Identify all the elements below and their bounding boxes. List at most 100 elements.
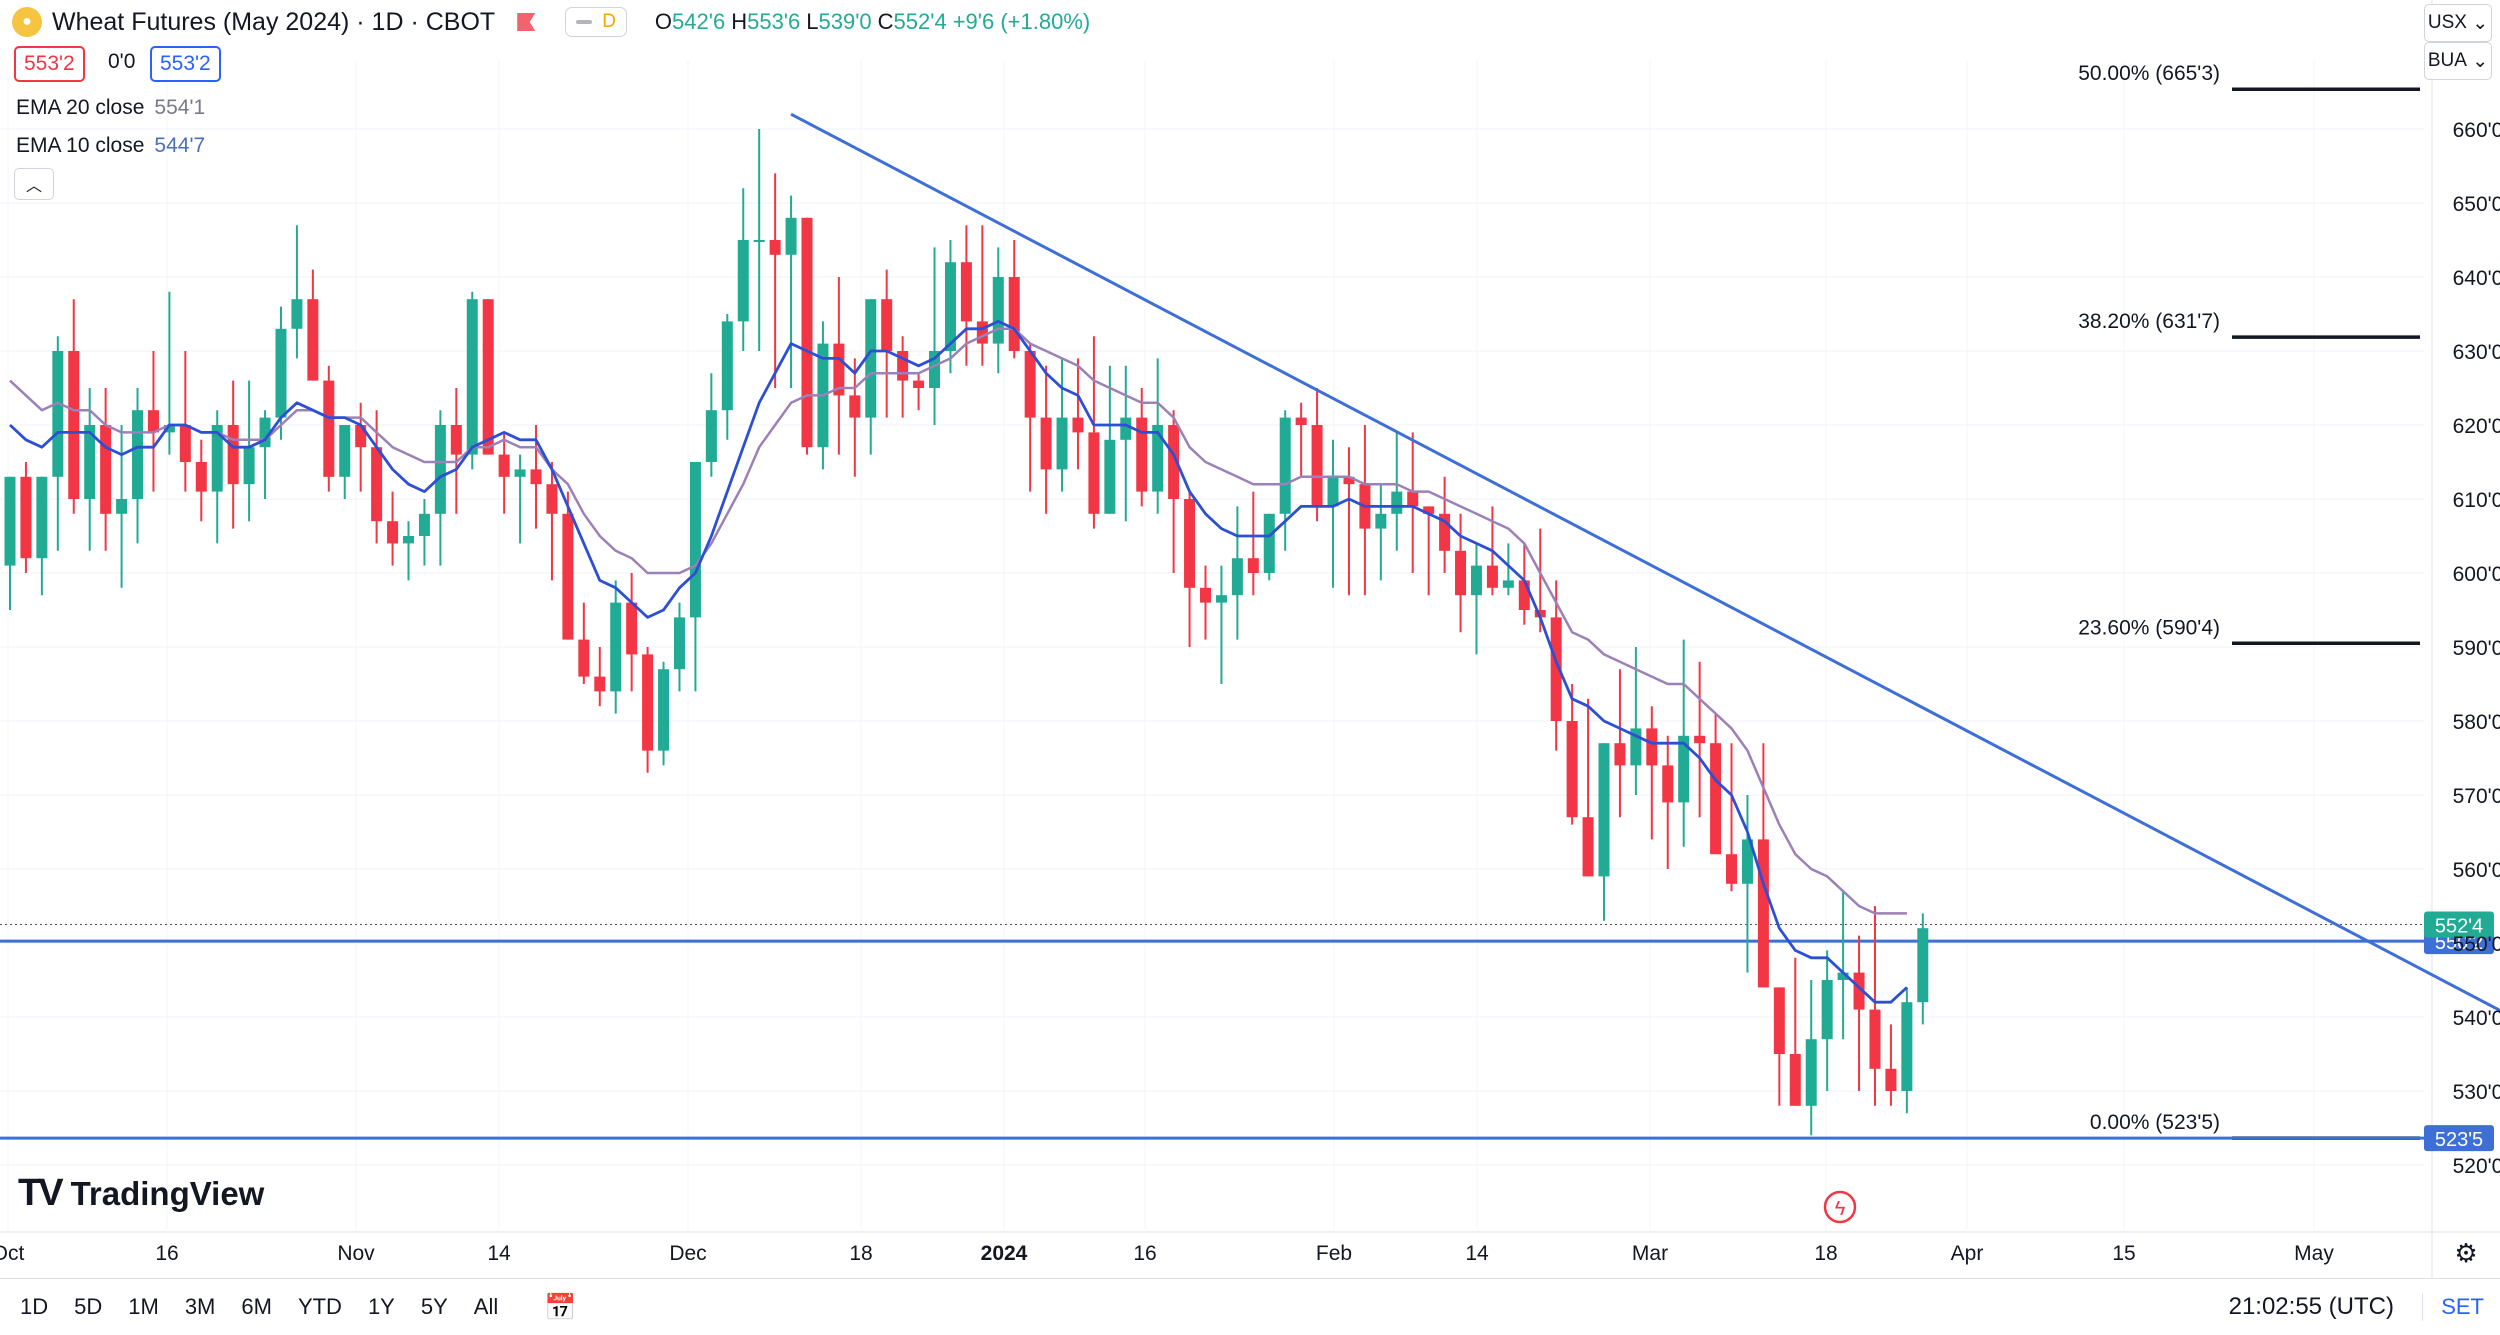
trendline-line xyxy=(790,112,2500,1013)
candle xyxy=(1231,506,1243,640)
candle-body xyxy=(163,425,175,433)
ema10-legend[interactable]: EMA 10 close 544'7 xyxy=(16,134,206,157)
candle xyxy=(1327,439,1339,588)
candle-body xyxy=(20,476,32,559)
range-1d[interactable]: 1D xyxy=(20,1294,49,1319)
candle-body xyxy=(68,351,80,499)
candle-body xyxy=(1534,610,1546,618)
candle xyxy=(1917,913,1929,1025)
candle xyxy=(1104,365,1116,514)
candle xyxy=(562,491,574,640)
bottom-toolbar: 1D 5D 1M 3M 6M YTD 1Y 5Y All 📅 21:02:55 … xyxy=(0,1278,2500,1335)
candle xyxy=(1343,447,1355,596)
candle-body xyxy=(753,240,765,242)
collapse-legend-button[interactable]: ︿ xyxy=(14,168,54,200)
candle-body xyxy=(84,425,96,499)
candle xyxy=(1598,743,1610,921)
candle xyxy=(68,299,80,514)
candle xyxy=(578,602,590,684)
candle-body xyxy=(1056,417,1068,470)
candle-body xyxy=(1024,351,1036,418)
candle-body xyxy=(1805,1039,1817,1106)
range-6m[interactable]: 6M xyxy=(241,1294,272,1319)
candle-body xyxy=(1343,476,1355,485)
candle xyxy=(163,291,175,455)
spread-value: 0'0 xyxy=(108,50,136,73)
time-tick-label: Feb xyxy=(1316,1242,1352,1265)
candle-body xyxy=(1263,513,1275,573)
level-tag-label: 550'2 xyxy=(2435,932,2483,954)
candle-body xyxy=(849,395,861,418)
wheat-icon[interactable]: ● xyxy=(12,7,42,37)
currency-button[interactable]: USX ⌄ xyxy=(2424,4,2492,42)
time-tick-label: Dec xyxy=(669,1242,706,1265)
candle-body xyxy=(1455,550,1467,596)
candle xyxy=(737,188,749,351)
clock[interactable]: 21:02:55 (UTC) xyxy=(2228,1293,2394,1320)
candle xyxy=(147,351,159,492)
candle xyxy=(1279,410,1291,551)
fib-level-label: 50.00% (665'3) xyxy=(2078,62,2220,85)
candle-body xyxy=(179,425,191,462)
candle xyxy=(1726,743,1738,892)
session-button[interactable]: SET xyxy=(2441,1294,2484,1319)
range-ytd[interactable]: YTD xyxy=(297,1294,342,1319)
candle xyxy=(1646,706,1658,840)
candle-body xyxy=(1279,417,1291,514)
candle-body xyxy=(100,425,112,514)
candle xyxy=(243,380,255,522)
candle xyxy=(1024,343,1036,492)
candle-body xyxy=(1120,417,1132,440)
candle xyxy=(227,380,239,529)
candle xyxy=(1391,432,1403,551)
range-1y[interactable]: 1Y xyxy=(367,1294,395,1319)
range-1m[interactable]: 1M xyxy=(128,1294,159,1319)
candle-body xyxy=(52,351,64,477)
candle xyxy=(1263,513,1275,581)
calendar-goto-icon[interactable]: 📅 xyxy=(544,1291,577,1322)
candle-body xyxy=(1136,417,1148,492)
candle xyxy=(4,476,16,610)
candle-body xyxy=(1885,1068,1897,1091)
flag-icon[interactable] xyxy=(517,13,536,31)
sell-button[interactable]: 553'2 xyxy=(14,46,85,82)
candle xyxy=(1423,506,1435,596)
candle xyxy=(291,225,303,359)
candle-body xyxy=(913,380,925,388)
last-price-tag xyxy=(2424,911,2494,938)
candle-body xyxy=(1853,972,1865,1010)
interval-badge[interactable]: D xyxy=(565,7,627,37)
candle xyxy=(1502,543,1514,596)
candle xyxy=(466,291,478,470)
candle xyxy=(84,388,96,551)
candle-body xyxy=(1614,743,1626,766)
time-tick-label: Apr xyxy=(1951,1242,1984,1265)
ema20-legend[interactable]: EMA 20 close 554'1 xyxy=(16,96,206,119)
candle xyxy=(1694,661,1706,818)
candle xyxy=(594,647,606,707)
symbol-title[interactable]: Wheat Futures (May 2024) · 1D · CBOT xyxy=(52,7,496,36)
candle-body xyxy=(211,425,223,492)
candle-body xyxy=(259,417,271,448)
ema-lines xyxy=(9,319,1908,1004)
price-chart[interactable]: 50.00% (665'3) 38.20% (631'7) 23.60% (590'… xyxy=(0,0,2500,1278)
range-all[interactable]: All xyxy=(473,1294,499,1319)
range-3m[interactable]: 3M xyxy=(184,1294,216,1319)
range-5y[interactable]: 5Y xyxy=(420,1294,448,1319)
candle xyxy=(339,425,351,499)
candle-body xyxy=(291,299,303,329)
candle-body xyxy=(1757,839,1769,988)
candle xyxy=(1455,513,1467,633)
candle-body xyxy=(960,262,972,322)
gear-icon[interactable]: ⚙ xyxy=(2454,1238,2477,1268)
tradingview-logo[interactable]: TV TradingView xyxy=(18,1172,265,1214)
candle xyxy=(1375,484,1387,581)
candle-body xyxy=(881,299,893,351)
candle-body xyxy=(323,380,335,477)
range-5d[interactable]: 5D xyxy=(74,1294,103,1319)
unit-button[interactable]: BUA ⌄ xyxy=(2424,42,2492,80)
buy-button[interactable]: 553'2 xyxy=(150,46,221,82)
candle xyxy=(881,269,893,418)
candle-body xyxy=(673,617,685,670)
candle xyxy=(992,247,1004,374)
